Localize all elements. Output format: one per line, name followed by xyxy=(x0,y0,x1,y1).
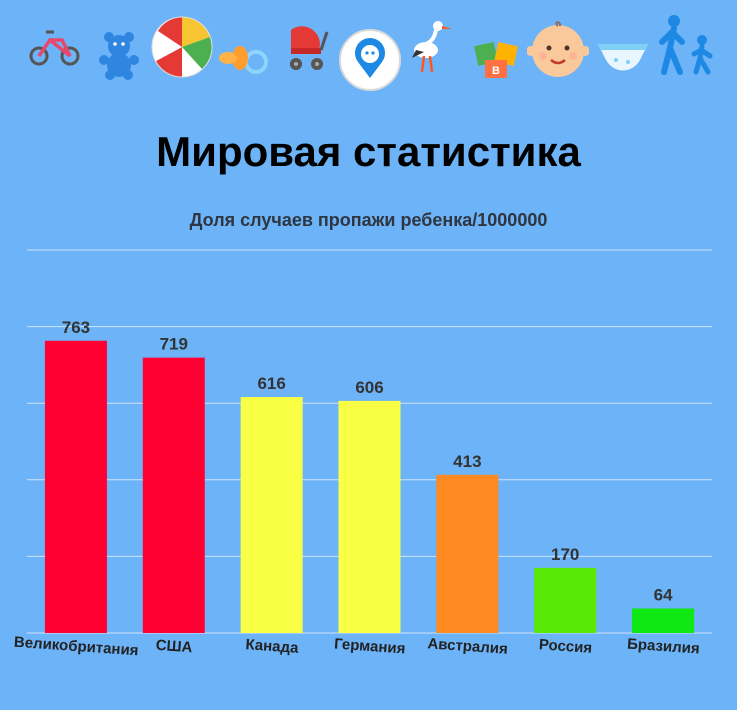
bar xyxy=(338,400,401,633)
bar xyxy=(142,357,205,633)
tick-label: США xyxy=(155,637,193,657)
bar xyxy=(436,474,499,633)
data-label: 719 xyxy=(160,335,188,354)
icon-row: B xyxy=(0,0,737,100)
tick-label: Канада xyxy=(245,636,300,657)
data-label: 616 xyxy=(257,374,285,393)
beach-ball-icon xyxy=(151,16,213,78)
tick-label: Великобритания xyxy=(13,634,139,660)
diaper-icon xyxy=(598,44,648,71)
toy-blocks-icon: B xyxy=(474,42,518,78)
data-label: 64 xyxy=(654,585,673,604)
tick-label: Россия xyxy=(538,636,592,657)
stork-icon xyxy=(412,21,452,73)
bar xyxy=(534,567,597,633)
teddy-bear-icon xyxy=(99,32,139,80)
baby-face-icon xyxy=(527,21,589,77)
data-label: 763 xyxy=(62,318,90,337)
bar xyxy=(632,608,695,633)
data-label: 170 xyxy=(551,545,579,564)
stroller-icon xyxy=(290,26,329,70)
pacifier-icon xyxy=(219,46,268,74)
svg-text:B: B xyxy=(492,65,500,77)
page-title: Мировая статистика xyxy=(156,128,581,175)
bar xyxy=(44,340,107,633)
data-label: 606 xyxy=(355,378,383,397)
data-label: 413 xyxy=(453,452,481,471)
tick-label: Австралия xyxy=(427,635,508,658)
child-location-icon xyxy=(339,29,401,91)
tick-label: Бразилия xyxy=(627,635,701,657)
tricycle-icon xyxy=(29,30,80,66)
tick-label: Германия xyxy=(334,636,406,658)
bar xyxy=(240,397,303,633)
walking-parent-child-icon xyxy=(659,15,713,75)
chart-title: Доля случаев пропажи ребенка/1000000 xyxy=(189,210,548,230)
